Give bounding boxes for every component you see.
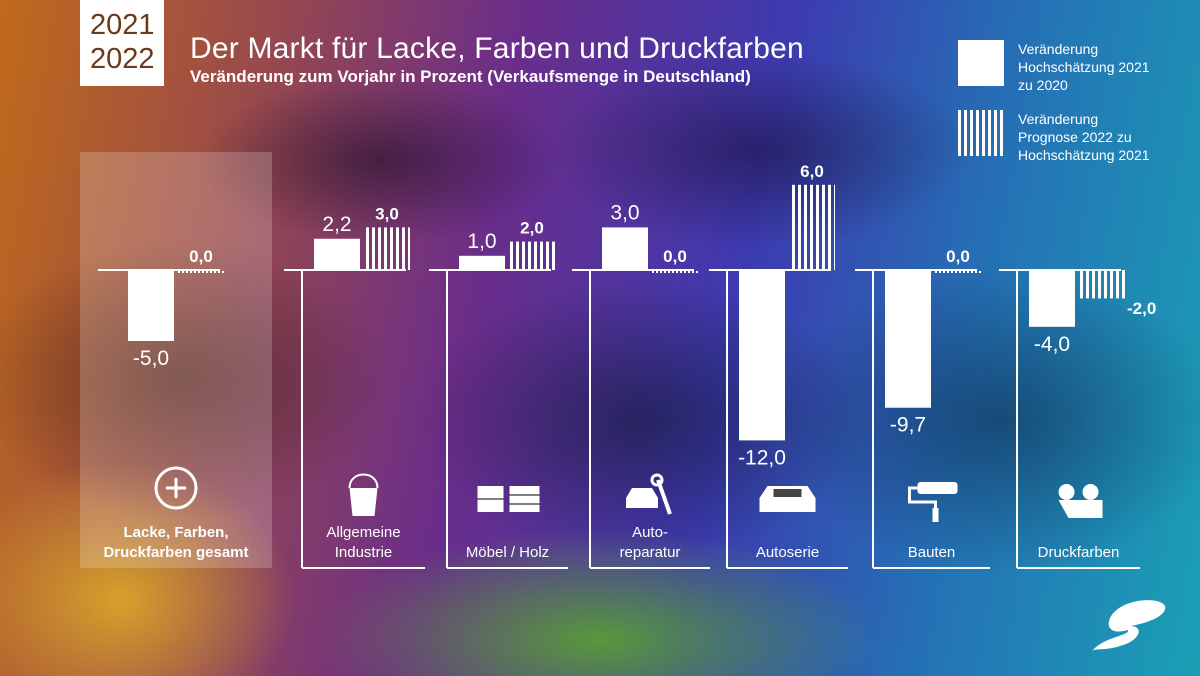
bar-2022: [509, 241, 555, 270]
value-label-2021: 3,0: [610, 201, 639, 224]
legend-text: Prognose 2022 zu: [1018, 129, 1132, 145]
category-label: Auto-: [632, 524, 668, 541]
logo-icon: [1092, 600, 1166, 651]
value-label-2022: 3,0: [375, 204, 399, 223]
legend-text: Veränderung: [1018, 111, 1099, 127]
year-2: 2022: [90, 43, 155, 75]
year-badge: 2021 2022: [80, 0, 164, 86]
bar-2021: [128, 270, 174, 341]
bar-2021: [739, 270, 785, 441]
category-label: Lacke, Farben,: [123, 524, 228, 541]
printing-rolls-icon: [1058, 484, 1103, 518]
car-icon: [759, 486, 816, 512]
category-label: Druckfarben: [1038, 544, 1120, 561]
value-label-2021: 1,0: [467, 230, 496, 253]
legend-text: zu 2020: [1018, 77, 1068, 93]
value-label-2021: -4,0: [1034, 333, 1070, 356]
legend-text: Hochschätzung 2021: [1018, 147, 1150, 163]
bar-2022: [364, 227, 410, 270]
value-label-2022: 2,0: [520, 219, 544, 238]
value-label-2021: 2,2: [322, 213, 351, 236]
value-label-2021: -12,0: [738, 446, 786, 469]
value-label-2021: -5,0: [133, 347, 169, 370]
value-label-2022: 0,0: [946, 247, 970, 266]
category-label: Allgemeine: [326, 524, 400, 541]
paint-bucket-icon: [348, 473, 379, 516]
bar-2021: [885, 270, 931, 408]
value-label-2022: 6,0: [800, 162, 824, 181]
legend-text: Veränderung: [1018, 41, 1099, 57]
plus-circle-icon: [154, 466, 198, 510]
bar-2022: [789, 184, 835, 270]
value-label-2022: -2,0: [1127, 299, 1156, 318]
legend-item-solid: Veränderung Hochschätzung 2021 zu 2020: [958, 40, 1150, 94]
legend-text: Hochschätzung 2021: [1018, 59, 1150, 75]
value-label-2022: 0,0: [663, 247, 687, 266]
category-label: Möbel / Holz: [466, 544, 549, 561]
page-subtitle: Veränderung zum Vorjahr in Prozent (Verk…: [190, 67, 751, 86]
page-title: Der Markt für Lacke, Farben und Druckfar…: [190, 32, 804, 65]
bar-2021: [459, 255, 505, 270]
value-label-2021: -9,7: [890, 414, 926, 437]
legend-item-hatched: Veränderung Prognose 2022 zu Hochschätzung…: [958, 110, 1150, 164]
bar-2022: [1079, 270, 1125, 299]
legend: Veränderung Hochschätzung 2021 zu 2020 Ver…: [958, 40, 1150, 180]
bar-2021: [314, 238, 360, 270]
bar-2021: [602, 227, 648, 270]
value-label-2022: 0,0: [189, 247, 213, 266]
bar-2021: [1029, 270, 1075, 327]
category-label: Bauten: [908, 544, 956, 561]
category-label: Industrie: [335, 544, 393, 561]
category-label: Autoserie: [756, 544, 819, 561]
category-label: reparatur: [620, 544, 681, 561]
year-1: 2021: [90, 9, 155, 41]
legend-swatch-hatched: [958, 110, 1004, 156]
car-wrench-icon: [626, 473, 672, 515]
highlight-panel: [80, 152, 272, 568]
furniture-icon: [477, 486, 540, 512]
paint-roller-icon: [908, 482, 958, 522]
category-label: Druckfarben gesamt: [103, 544, 248, 561]
legend-swatch-solid: [958, 40, 1004, 86]
